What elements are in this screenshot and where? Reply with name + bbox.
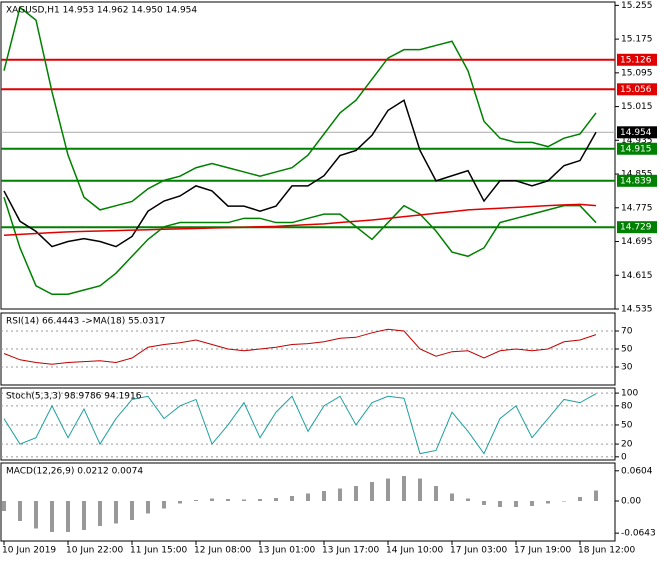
panel-title: MACD(12,26,9) 0.0212 0.0074 (6, 467, 143, 477)
histogram-bar (562, 501, 566, 502)
histogram-bar (258, 499, 262, 501)
y-tick-label: 30 (621, 363, 633, 373)
histogram-bar (306, 493, 310, 501)
x-tick-label: 17 Jun 03:00 (450, 546, 507, 556)
histogram-bar (466, 498, 470, 501)
histogram-bar (162, 501, 166, 509)
level-label-bg (617, 53, 657, 66)
panel-title: XAGUSD,H1 14.953 14.962 14.950 14.954 (6, 6, 197, 16)
y-tick-label: 15.015 (621, 102, 653, 112)
histogram-bar (210, 498, 214, 501)
y-tick-label: 70 (621, 327, 633, 337)
histogram-bar (498, 501, 502, 507)
y-tick-label: 14.855 (621, 170, 653, 180)
level-label: 14.839 (620, 176, 652, 186)
level-label: 15.126 (620, 55, 652, 65)
panel-title: RSI(14) 66.4443 ->MA(18) 55.0317 (6, 317, 165, 327)
level-label: 14.915 (620, 144, 652, 154)
histogram-bar (290, 496, 294, 501)
histogram-bar (530, 501, 534, 506)
y-tick-label: 15.255 (621, 1, 653, 11)
y-tick-label: 50 (621, 345, 633, 355)
panel-title: Stoch(5,3,3) 98.9786 94.1916 (6, 392, 142, 402)
x-tick-label: 10 Jun 2019 (2, 546, 56, 556)
histogram-bar (370, 482, 374, 501)
histogram-bar (82, 501, 86, 530)
level-label-bg (617, 174, 657, 187)
y-tick-label: 0.00 (621, 497, 641, 507)
histogram-bar (242, 499, 246, 501)
histogram-bar (514, 501, 518, 507)
last-price-label: 14.954 (620, 128, 652, 138)
histogram-bar (434, 486, 438, 501)
histogram-bar (274, 498, 278, 501)
histogram-bar (578, 497, 582, 501)
histogram-bar (418, 478, 422, 501)
series-line (3, 99, 597, 248)
y-tick-label: 0 (621, 452, 627, 462)
series-line (3, 393, 597, 455)
histogram-bar (594, 490, 598, 501)
y-tick-label: 0.0604 (621, 466, 653, 476)
histogram-bar (546, 501, 550, 504)
x-tick-label: 13 Jun 01:00 (258, 546, 315, 556)
histogram-bar (2, 501, 6, 511)
histogram-bar (114, 501, 118, 524)
series-line (3, 6, 597, 211)
level-label-bg (617, 83, 657, 96)
y-tick-label: -0.0643 (621, 529, 656, 539)
x-tick-label: 12 Jun 08:00 (194, 546, 251, 556)
histogram-bar (482, 501, 486, 505)
x-tick-label: 11 Jun 15:00 (130, 546, 187, 556)
panel-frame (0, 1, 616, 310)
x-tick-label: 10 Jun 22:00 (66, 546, 123, 556)
panel-frame (0, 462, 616, 542)
histogram-bar (34, 501, 38, 529)
y-tick-label: 20 (621, 440, 633, 450)
level-label-bg (617, 142, 657, 155)
y-tick-label: 14.535 (621, 305, 653, 315)
histogram-bar (402, 476, 406, 501)
histogram-bar (66, 501, 70, 532)
last-price-bg (617, 126, 657, 139)
level-label: 14.729 (620, 223, 652, 233)
y-tick-label: 100 (621, 389, 638, 399)
histogram-bar (322, 491, 326, 501)
x-tick-label: 18 Jun 12:00 (578, 546, 635, 556)
y-tick-label: 14.695 (621, 237, 653, 247)
histogram-bar (386, 478, 390, 501)
y-tick-label: 80 (621, 401, 633, 411)
y-tick-label: 50 (621, 420, 633, 430)
histogram-bar (450, 493, 454, 501)
histogram-bar (354, 486, 358, 501)
histogram-bar (226, 499, 230, 501)
level-label: 15.056 (620, 85, 652, 95)
histogram-bar (130, 501, 134, 520)
series-line (3, 328, 597, 365)
x-tick-label: 17 Jun 19:00 (514, 546, 571, 556)
histogram-bar (98, 501, 102, 526)
histogram-bar (194, 500, 198, 501)
y-tick-label: 14.775 (621, 203, 653, 213)
panel-frame (0, 387, 616, 461)
y-tick-label: 15.095 (621, 68, 653, 78)
level-label-bg (617, 221, 657, 234)
histogram-bar (178, 501, 182, 504)
histogram-bar (50, 501, 54, 532)
y-tick-label: 14.935 (621, 136, 653, 146)
histogram-bar (146, 501, 150, 514)
series-line (3, 203, 597, 236)
series-line (3, 197, 597, 295)
y-tick-label: 14.615 (621, 271, 653, 281)
x-tick-label: 13 Jun 17:00 (322, 546, 379, 556)
histogram-bar (18, 501, 22, 521)
x-tick-label: 14 Jun 10:00 (386, 546, 443, 556)
histogram-bar (338, 488, 342, 501)
y-tick-label: 15.175 (621, 35, 653, 45)
